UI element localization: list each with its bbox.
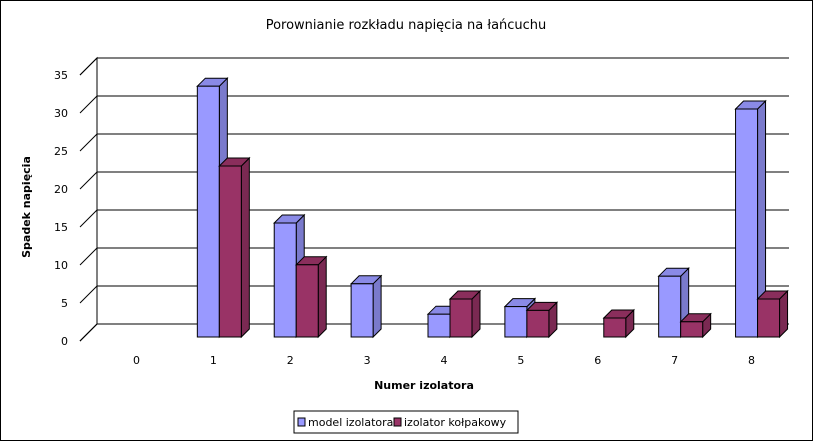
- legend-item-izolator-kolpakowy: izolator kołpakowy: [393, 416, 507, 429]
- gridline-side: [79, 133, 98, 152]
- gridline-side: [79, 57, 98, 76]
- x-axis-ticks: 0 1 2 3 4 5 6 7 8: [133, 354, 755, 367]
- gridline-side: [79, 209, 98, 228]
- gridline-side: [79, 323, 98, 342]
- y-tick-label: 25: [54, 145, 68, 158]
- x-axis-label: Numer izolatora: [374, 379, 474, 392]
- bars: [196, 76, 789, 339]
- bar-izolator-kolpakowy-2: [295, 255, 328, 339]
- bar-izolator-kolpakowy-6: [602, 308, 635, 339]
- y-tick-label: 35: [54, 69, 68, 82]
- legend-item-model-izolatora: model izolatora: [297, 416, 393, 429]
- y-tick-label: 5: [61, 297, 68, 310]
- x-tick-label: 8: [748, 354, 755, 367]
- y-axis-label: Spadek napięcia: [20, 156, 33, 258]
- x-tick-label: 7: [671, 354, 678, 367]
- y-tick-label: 10: [54, 259, 68, 272]
- bar-model-izolatora-8: [734, 99, 767, 339]
- y-tick-label: 30: [54, 107, 68, 120]
- y-axis-ticks: 0 5 10 15 20 25 30 35: [54, 69, 68, 348]
- x-tick-label: 6: [594, 354, 601, 367]
- gridline-side: [79, 171, 98, 190]
- gridline-side: [79, 95, 98, 114]
- x-tick-label: 5: [517, 354, 524, 367]
- x-tick-label: 1: [210, 354, 217, 367]
- y-tick-label: 15: [54, 221, 68, 234]
- y-tick-label: 0: [61, 335, 68, 348]
- bar-izolator-kolpakowy-4: [448, 289, 482, 339]
- bar-model-izolatora-3: [349, 274, 383, 339]
- bar-izolator-kolpakowy-1: [218, 156, 251, 339]
- gridline-side: [79, 247, 98, 266]
- x-tick-label: 0: [133, 354, 140, 367]
- legend-swatch: [393, 417, 402, 427]
- x-tick-label: 2: [287, 354, 294, 367]
- chart-title: Porownianie rozkładu napięcia na łańcuch…: [266, 18, 547, 33]
- bar-izolator-kolpakowy-8: [756, 289, 789, 339]
- bar-izolator-kolpakowy-7: [679, 312, 712, 339]
- legend-label: model izolatora: [308, 416, 393, 429]
- x-tick-label: 3: [364, 354, 371, 367]
- y-tick-label: 20: [54, 183, 68, 196]
- bar-izolator-kolpakowy-5: [525, 301, 559, 339]
- legend-label: izolator kołpakowy: [404, 416, 507, 429]
- legend: model izolatora izolator kołpakowy: [293, 410, 519, 434]
- bar-model-izolatora-7: [657, 266, 690, 339]
- gridline-side: [79, 285, 98, 304]
- legend-swatch: [297, 417, 306, 427]
- x-tick-label: 4: [441, 354, 448, 367]
